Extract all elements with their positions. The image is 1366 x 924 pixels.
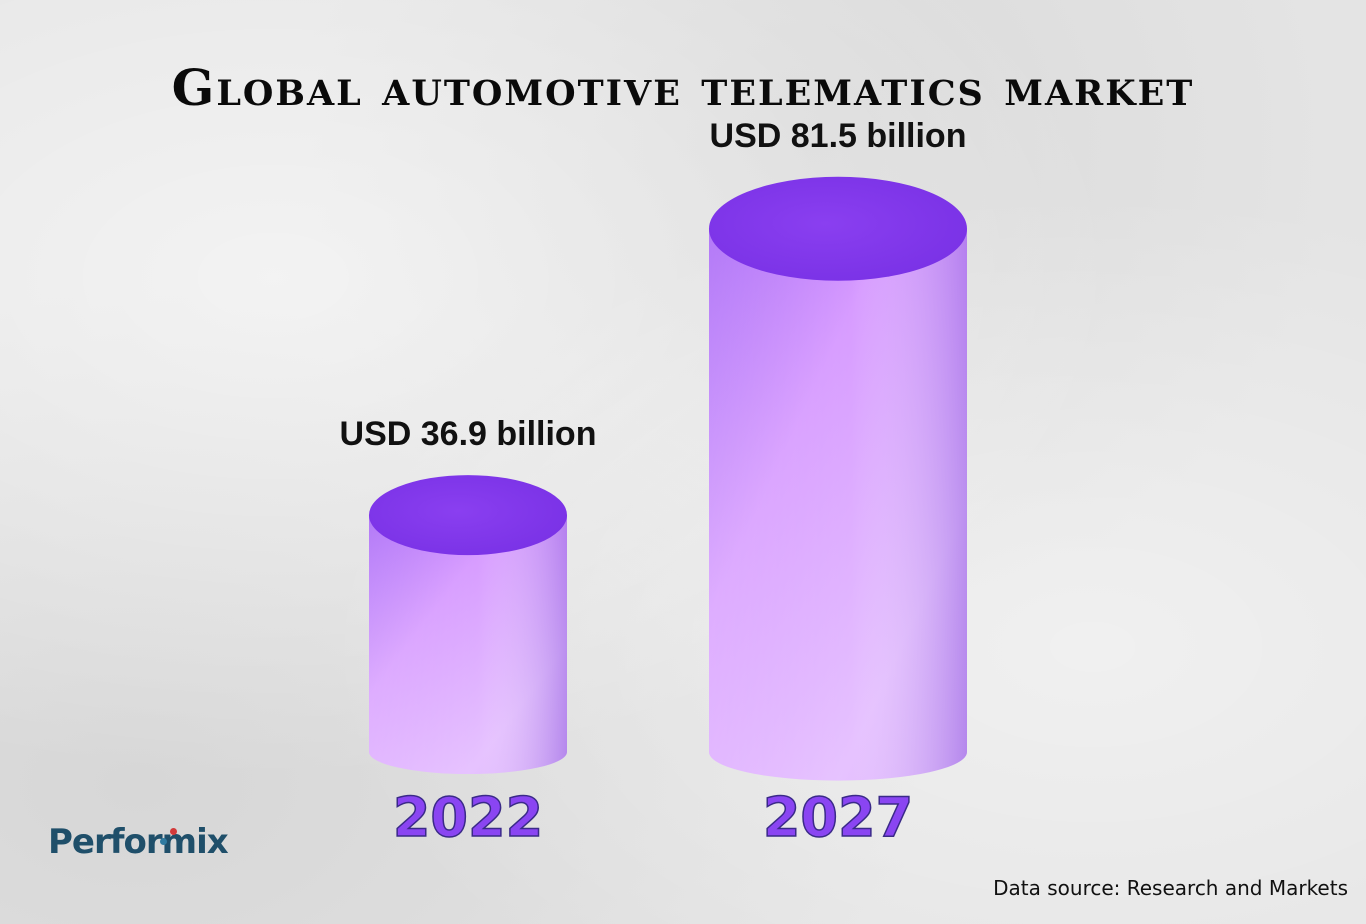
value-label-2027: USD 81.5 billion xyxy=(710,117,967,155)
bar-top-2027 xyxy=(709,177,967,281)
bar-top-2022 xyxy=(369,475,567,555)
bar-shade-2027 xyxy=(709,229,967,781)
performix-logo: Performix xyxy=(48,822,228,862)
category-label-2027: 2027 xyxy=(763,786,913,849)
value-label-2022: USD 36.9 billion xyxy=(340,415,597,453)
logo-dot-icon xyxy=(170,828,177,835)
data-source: Data source: Research and Markets xyxy=(993,876,1348,900)
category-label-2022: 2022 xyxy=(393,786,543,849)
logo-dot-icon xyxy=(160,838,167,845)
